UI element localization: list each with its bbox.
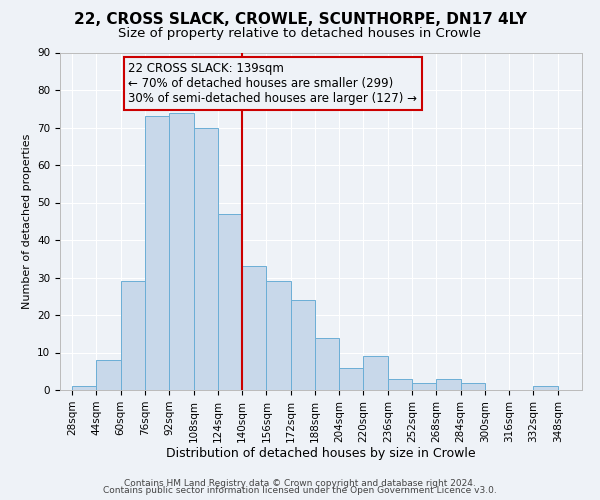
Bar — [533, 386, 558, 390]
Bar — [266, 281, 290, 390]
Bar — [169, 112, 194, 390]
Bar — [315, 338, 339, 390]
Bar — [72, 386, 97, 390]
Bar — [388, 379, 412, 390]
Text: Contains HM Land Registry data © Crown copyright and database right 2024.: Contains HM Land Registry data © Crown c… — [124, 478, 476, 488]
Bar — [412, 382, 436, 390]
Bar — [242, 266, 266, 390]
Bar — [194, 128, 218, 390]
Text: 22, CROSS SLACK, CROWLE, SCUNTHORPE, DN17 4LY: 22, CROSS SLACK, CROWLE, SCUNTHORPE, DN1… — [74, 12, 527, 28]
Bar — [364, 356, 388, 390]
Text: Size of property relative to detached houses in Crowle: Size of property relative to detached ho… — [119, 28, 482, 40]
Bar — [121, 281, 145, 390]
Bar — [290, 300, 315, 390]
Bar — [461, 382, 485, 390]
Bar — [218, 214, 242, 390]
Bar — [339, 368, 364, 390]
Bar — [145, 116, 169, 390]
Y-axis label: Number of detached properties: Number of detached properties — [22, 134, 32, 309]
Text: Contains public sector information licensed under the Open Government Licence v3: Contains public sector information licen… — [103, 486, 497, 495]
Bar — [436, 379, 461, 390]
X-axis label: Distribution of detached houses by size in Crowle: Distribution of detached houses by size … — [166, 448, 476, 460]
Bar — [97, 360, 121, 390]
Text: 22 CROSS SLACK: 139sqm
← 70% of detached houses are smaller (299)
30% of semi-de: 22 CROSS SLACK: 139sqm ← 70% of detached… — [128, 62, 417, 105]
